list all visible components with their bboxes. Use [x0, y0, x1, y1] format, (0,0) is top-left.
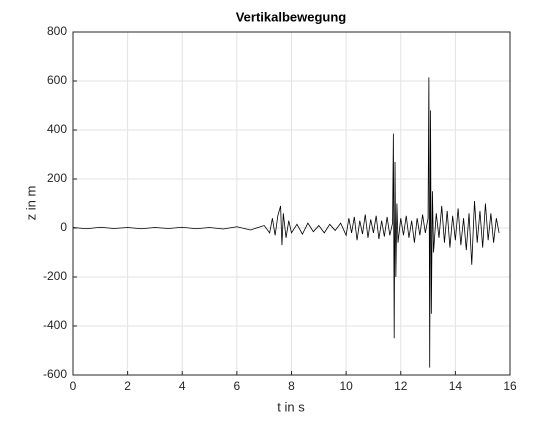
x-tick-label: 6	[234, 379, 241, 393]
y-tick-label: 600	[47, 73, 67, 87]
x-tick-label: 8	[288, 379, 295, 393]
y-tick-label: -600	[43, 367, 67, 381]
x-axis-label: t in s	[277, 399, 305, 414]
y-tick-label: 0	[60, 220, 67, 234]
axes-box	[72, 31, 511, 376]
y-tick-label: -400	[43, 318, 67, 332]
x-tick-label: 16	[503, 379, 517, 393]
y-tick-label: 400	[47, 122, 67, 136]
x-tick-label: 2	[124, 379, 131, 393]
x-tick-label: 10	[339, 379, 353, 393]
y-tick-label: 200	[47, 171, 67, 185]
x-tick-label: 12	[394, 379, 408, 393]
x-tick-label: 0	[70, 379, 77, 393]
data-line	[72, 77, 500, 368]
y-tick-label: -200	[43, 269, 67, 283]
x-tick-label: 4	[179, 379, 186, 393]
x-tick-label: 14	[449, 379, 463, 393]
chart-title: Vertikalbewegung	[236, 9, 347, 24]
y-axis-label: z in m	[23, 186, 38, 221]
y-tick-label: 800	[47, 24, 67, 38]
